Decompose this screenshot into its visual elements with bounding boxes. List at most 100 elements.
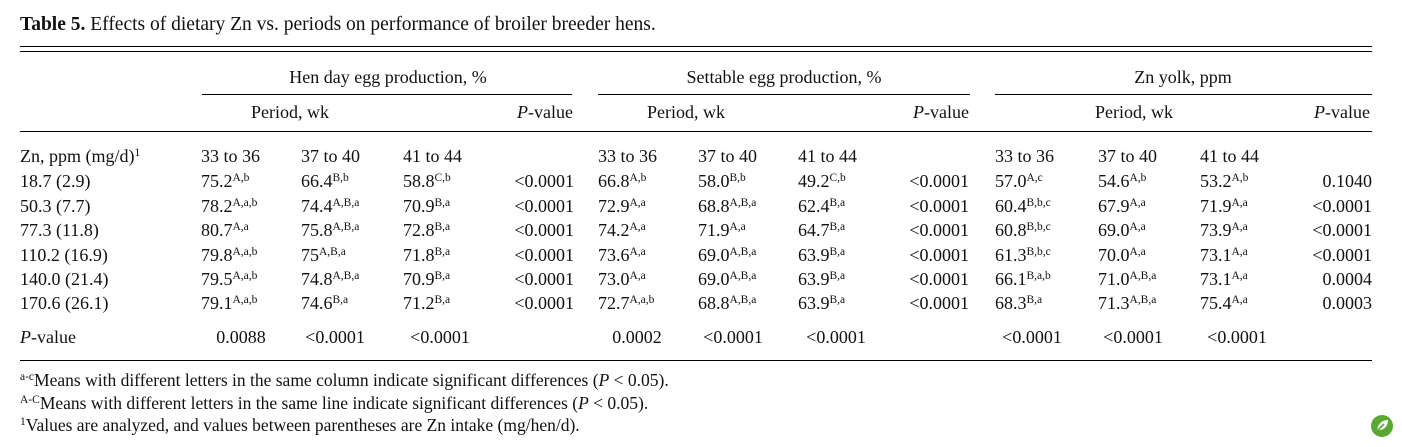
table-cell-3-6: 63.9B,a: [798, 245, 846, 265]
table-title: Table 5. Effects of dietary Zn vs. perio…: [20, 14, 656, 35]
table-cell-2-0: 80.7A,a: [201, 220, 249, 240]
table-pvalue-1-0: <0.0001: [514, 196, 574, 216]
table-cell-1-4: 72.9A,a: [598, 196, 646, 216]
table-cell-4-0: 79.5A,a,b: [201, 269, 258, 289]
table-pvalue-5-2: 0.0003: [1322, 293, 1373, 313]
period-col-1-1: 37 to 40: [698, 146, 758, 166]
row-label-1: 50.3 (7.7): [20, 196, 91, 216]
table-cell-0-8: 57.0A,c: [995, 171, 1043, 191]
pvalue-label-0: P-value: [517, 102, 573, 122]
pvalue-row-cell-2: <0.0001: [410, 327, 470, 347]
table-cell-4-8: 66.1B,a,b: [995, 269, 1051, 289]
period-col-1-2: 41 to 44: [798, 146, 858, 166]
period-label-2: Period, wk: [1095, 102, 1173, 122]
group-header-1: Settable egg production, %: [686, 67, 882, 87]
table-pvalue-0-1: <0.0001: [909, 171, 969, 191]
group-underline-1: [598, 94, 970, 95]
table-cell-3-8: 61.3B,b,c: [995, 245, 1051, 265]
table-bottom-rule: [20, 360, 1372, 361]
pvalue-row-cell-6: <0.0001: [1002, 327, 1062, 347]
table-cell-3-9: 70.0A,a: [1098, 245, 1146, 265]
table-cell-1-9: 67.9A,a: [1098, 196, 1146, 216]
footnote-lowercase-letters: a-cMeans with different letters in the s…: [20, 370, 669, 390]
table-pvalue-4-2: 0.0004: [1322, 269, 1373, 289]
publisher-leaf-icon: [1371, 415, 1393, 437]
table-cell-2-8: 60.8B,b,c: [995, 220, 1051, 240]
pvalue-row-cell-7: <0.0001: [1103, 327, 1163, 347]
table-cell-3-10: 73.1A,a: [1200, 245, 1248, 265]
footnote-uppercase-letters: A-CMeans with different letters in the s…: [20, 393, 649, 413]
table-pvalue-4-0: <0.0001: [514, 269, 574, 289]
table-pvalue-1-1: <0.0001: [909, 196, 969, 216]
header-bottom-rule: [20, 131, 1372, 132]
pvalue-label-1: P-value: [913, 102, 969, 122]
group-underline-2: [995, 94, 1372, 95]
row-label-2: 77.3 (11.8): [20, 220, 99, 240]
group-underline-0: [202, 94, 572, 95]
table-cell-3-0: 79.8A,a,b: [201, 245, 258, 265]
top-double-rule-2: [20, 51, 1372, 52]
table-cell-4-2: 70.9B,a: [403, 269, 451, 289]
table-cell-0-1: 66.4B,b: [301, 171, 349, 191]
table-cell-1-6: 62.4B,a: [798, 196, 846, 216]
table-cell-2-10: 73.9A,a: [1200, 220, 1248, 240]
table-pvalue-0-2: 0.1040: [1322, 171, 1373, 191]
table-cell-4-5: 69.0A,B,a: [698, 269, 757, 289]
table-cell-0-2: 58.8C,b: [403, 171, 451, 191]
table-cell-0-6: 49.2C,b: [798, 171, 846, 191]
table-pvalue-2-0: <0.0001: [514, 220, 574, 240]
pvalue-row-cell-3: 0.0002: [612, 327, 662, 347]
table-cell-0-5: 58.0B,b: [698, 171, 746, 191]
table-cell-5-1: 74.6B,a: [301, 293, 349, 313]
period-col-0-2: 41 to 44: [403, 146, 463, 166]
table-cell-4-10: 73.1A,a: [1200, 269, 1248, 289]
table-cell-3-1: 75A,B,a: [301, 245, 346, 265]
row-label-3: 110.2 (16.9): [20, 245, 108, 265]
table-cell-4-4: 73.0A,a: [598, 269, 646, 289]
table-pvalue-0-0: <0.0001: [514, 171, 574, 191]
table-cell-1-2: 70.9B,a: [403, 196, 451, 216]
table-cell-0-0: 75.2A,b: [201, 171, 250, 191]
table-cell-2-1: 75.8A,B,a: [301, 220, 360, 240]
table-cell-2-2: 72.8B,a: [403, 220, 451, 240]
table-pvalue-5-0: <0.0001: [514, 293, 574, 313]
table-pvalue-4-1: <0.0001: [909, 269, 969, 289]
period-col-1-0: 33 to 36: [598, 146, 658, 166]
table-cell-5-6: 63.9B,a: [798, 293, 846, 313]
row-label-4: 140.0 (21.4): [20, 269, 109, 289]
period-label-1: Period, wk: [647, 102, 725, 122]
table-cell-4-9: 71.0A,B,a: [1098, 269, 1157, 289]
table-cell-5-4: 72.7A,a,b: [598, 293, 655, 313]
table-cell-0-10: 53.2A,b: [1200, 171, 1249, 191]
row-label-5: 170.6 (26.1): [20, 293, 109, 313]
table-pvalue-2-1: <0.0001: [909, 220, 969, 240]
table-cell-4-6: 63.9B,a: [798, 269, 846, 289]
period-col-0-1: 37 to 40: [301, 146, 361, 166]
table-cell-0-9: 54.6A,b: [1098, 171, 1147, 191]
table-cell-5-10: 75.4A,a: [1200, 293, 1248, 313]
table-pvalue-3-2: <0.0001: [1312, 245, 1372, 265]
period-col-0-0: 33 to 36: [201, 146, 261, 166]
table-cell-3-5: 69.0A,B,a: [698, 245, 757, 265]
table-pvalue-1-2: <0.0001: [1312, 196, 1372, 216]
period-col-2-2: 41 to 44: [1200, 146, 1260, 166]
pvalue-row-cell-0: 0.0088: [216, 327, 266, 347]
top-double-rule-1: [20, 46, 1372, 47]
table-cell-1-1: 74.4A,B,a: [301, 196, 360, 216]
table-cell-2-6: 64.7B,a: [798, 220, 846, 240]
table-cell-1-5: 68.8A,B,a: [698, 196, 757, 216]
pvalue-row-cell-8: <0.0001: [1207, 327, 1267, 347]
table-cell-1-0: 78.2A,a,b: [201, 196, 258, 216]
table-cell-2-5: 71.9A,a: [698, 220, 746, 240]
table-cell-3-2: 71.8B,a: [403, 245, 451, 265]
table-cell-5-8: 68.3B,a: [995, 293, 1043, 313]
table-pvalue-5-1: <0.0001: [909, 293, 969, 313]
table-cell-2-9: 69.0A,a: [1098, 220, 1146, 240]
pvalue-row-label: P-value: [20, 327, 76, 347]
table-cell-2-4: 74.2A,a: [598, 220, 646, 240]
row-label-0: 18.7 (2.9): [20, 171, 91, 191]
table-pvalue-2-2: <0.0001: [1312, 220, 1372, 240]
pvalue-row-cell-5: <0.0001: [806, 327, 866, 347]
group-header-0: Hen day egg production, %: [289, 67, 487, 87]
table-cell-1-8: 60.4B,b,c: [995, 196, 1051, 216]
